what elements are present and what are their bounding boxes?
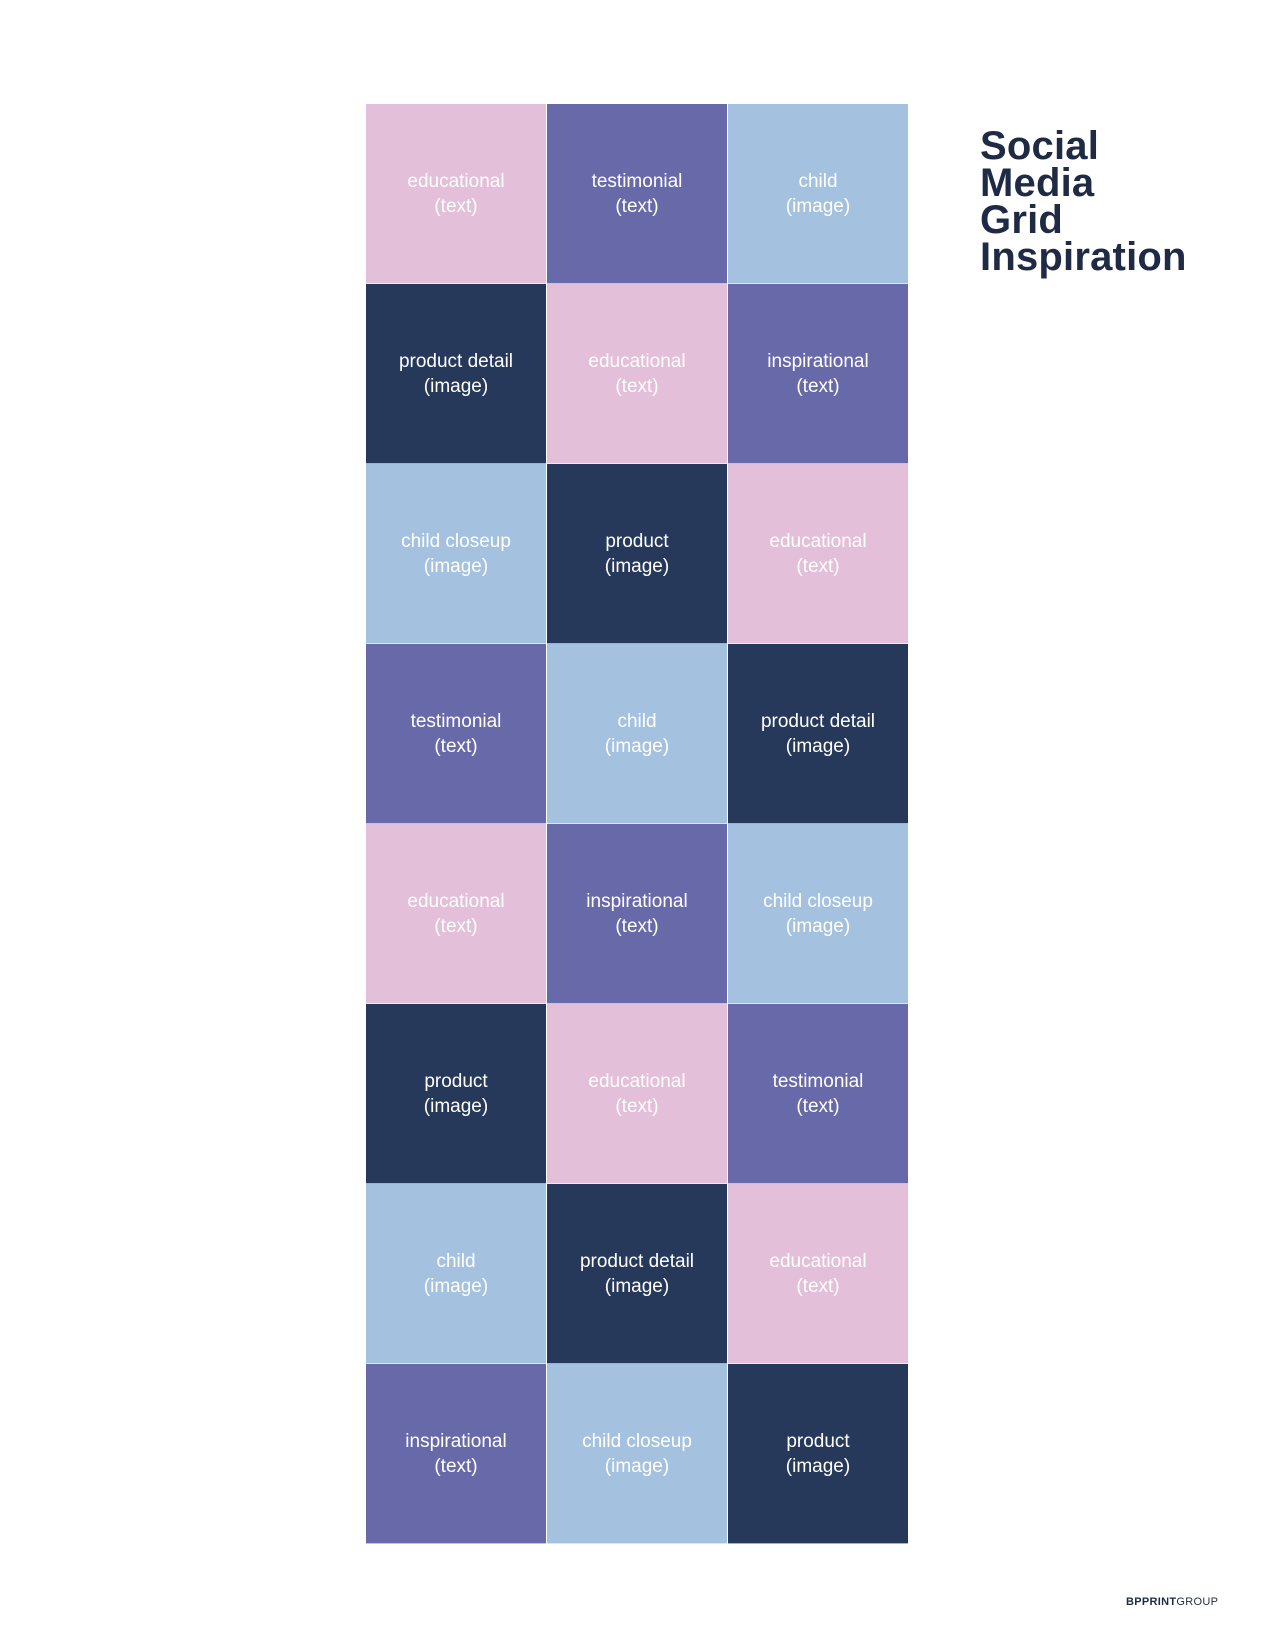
grid-gap — [727, 644, 728, 824]
tile-label: product detail — [579, 1250, 695, 1272]
tile-label: product detail — [398, 350, 514, 372]
tile-label: inspirational — [586, 890, 688, 912]
tile-label: educational — [588, 350, 686, 372]
tile-label: testimonial — [772, 1070, 864, 1092]
grid-tile: testimonial (text) — [728, 1004, 908, 1184]
grid-tile: product detail (image) — [366, 284, 546, 464]
tile-label: product — [424, 1070, 488, 1092]
title-line: Inspiration — [980, 235, 1187, 279]
tile-type: (text) — [796, 1275, 840, 1297]
tile-type: (text) — [434, 195, 478, 217]
tile-type: (image) — [604, 1275, 670, 1297]
grid-gap — [546, 464, 547, 644]
tile-label: child — [436, 1250, 476, 1272]
grid-tile: educational (text) — [366, 104, 546, 284]
tile-type: (image) — [423, 1095, 489, 1117]
grid-gap — [727, 1184, 728, 1364]
tile-type: (image) — [423, 555, 489, 577]
grid-gap — [727, 284, 728, 464]
grid-tile: product detail (image) — [547, 1184, 727, 1364]
tile-label: child closeup — [582, 1430, 692, 1452]
tile-label: educational — [407, 890, 505, 912]
tile-label: child — [617, 710, 657, 732]
grid-tile: child (image) — [728, 104, 908, 284]
grid-tile: product (image) — [547, 464, 727, 644]
grid-tile: product (image) — [366, 1004, 546, 1184]
grid-tile: child closeup (image) — [728, 824, 908, 1004]
tile-label: educational — [588, 1070, 686, 1092]
tile-type: (text) — [796, 1095, 840, 1117]
tile-label: product — [605, 530, 669, 552]
grid-tile: child (image) — [547, 644, 727, 824]
tile-label: inspirational — [767, 350, 869, 372]
tile-label: educational — [769, 1250, 867, 1272]
tile-type: (text) — [434, 1455, 478, 1477]
tile-label: child — [798, 170, 838, 192]
tile-type: (text) — [615, 1095, 659, 1117]
grid-tile: product detail (image) — [728, 644, 908, 824]
tile-label: product — [786, 1430, 850, 1452]
tile-type: (text) — [615, 375, 659, 397]
grid-tile: product (image) — [728, 1364, 908, 1544]
tile-type: (image) — [785, 915, 851, 937]
grid-gap — [546, 824, 547, 1004]
grid-gap — [546, 1184, 547, 1364]
tile-type: (image) — [785, 735, 851, 757]
page-title: Social Media Grid Inspiration — [980, 124, 1240, 279]
grid-gap — [546, 104, 547, 284]
tile-type: (image) — [423, 375, 489, 397]
grid-gap — [727, 824, 728, 1004]
tile-type: (image) — [604, 555, 670, 577]
tile-label: inspirational — [405, 1430, 507, 1452]
tile-type: (text) — [796, 375, 840, 397]
grid-gap — [727, 1004, 728, 1184]
grid-tile: inspirational (text) — [366, 1364, 546, 1544]
grid-gap — [546, 1364, 547, 1544]
grid-gap — [727, 104, 728, 284]
tile-type: (image) — [785, 195, 851, 217]
grid-gap — [727, 464, 728, 644]
grid-gap — [727, 1364, 728, 1544]
grid-tile: child closeup (image) — [547, 1364, 727, 1544]
grid-tile: educational (text) — [728, 1184, 908, 1364]
grid-gap — [546, 644, 547, 824]
grid-tile: child (image) — [366, 1184, 546, 1364]
tile-type: (text) — [434, 735, 478, 757]
tile-label: testimonial — [410, 710, 502, 732]
tile-label: educational — [769, 530, 867, 552]
grid-tile: child closeup (image) — [366, 464, 546, 644]
tile-label: child closeup — [401, 530, 511, 552]
grid-tile: educational (text) — [366, 824, 546, 1004]
grid-tile: testimonial (text) — [366, 644, 546, 824]
brand-part-light: GROUP — [1176, 1596, 1219, 1608]
grid-gap — [546, 284, 547, 464]
tile-type: (image) — [785, 1455, 851, 1477]
grid-tile: educational (text) — [728, 464, 908, 644]
tile-label: product detail — [760, 710, 876, 732]
social-grid: educational (text) testimonial (text) child (… — [366, 104, 908, 1544]
tile-label: educational — [407, 170, 505, 192]
grid-gap — [546, 1004, 547, 1184]
brand-part-bold: BPPRINT — [1126, 1596, 1177, 1608]
tile-type: (text) — [615, 915, 659, 937]
grid-tile: educational (text) — [547, 284, 727, 464]
title-line: Grid — [980, 198, 1064, 242]
tile-type: (text) — [434, 915, 478, 937]
tile-label: child closeup — [763, 890, 873, 912]
grid-tile: inspirational (text) — [547, 824, 727, 1004]
brand-logo: BPPRINTGROUP — [1126, 1596, 1218, 1608]
tile-type: (image) — [604, 1455, 670, 1477]
tile-label: testimonial — [591, 170, 683, 192]
grid-tile: testimonial (text) — [547, 104, 727, 284]
grid-tile: inspirational (text) — [728, 284, 908, 464]
title-line: Social — [980, 124, 1100, 168]
title-line: Media — [980, 161, 1095, 205]
tile-type: (image) — [423, 1275, 489, 1297]
grid-tile: educational (text) — [547, 1004, 727, 1184]
tile-type: (text) — [796, 555, 840, 577]
tile-type: (image) — [604, 735, 670, 757]
tile-type: (text) — [615, 195, 659, 217]
